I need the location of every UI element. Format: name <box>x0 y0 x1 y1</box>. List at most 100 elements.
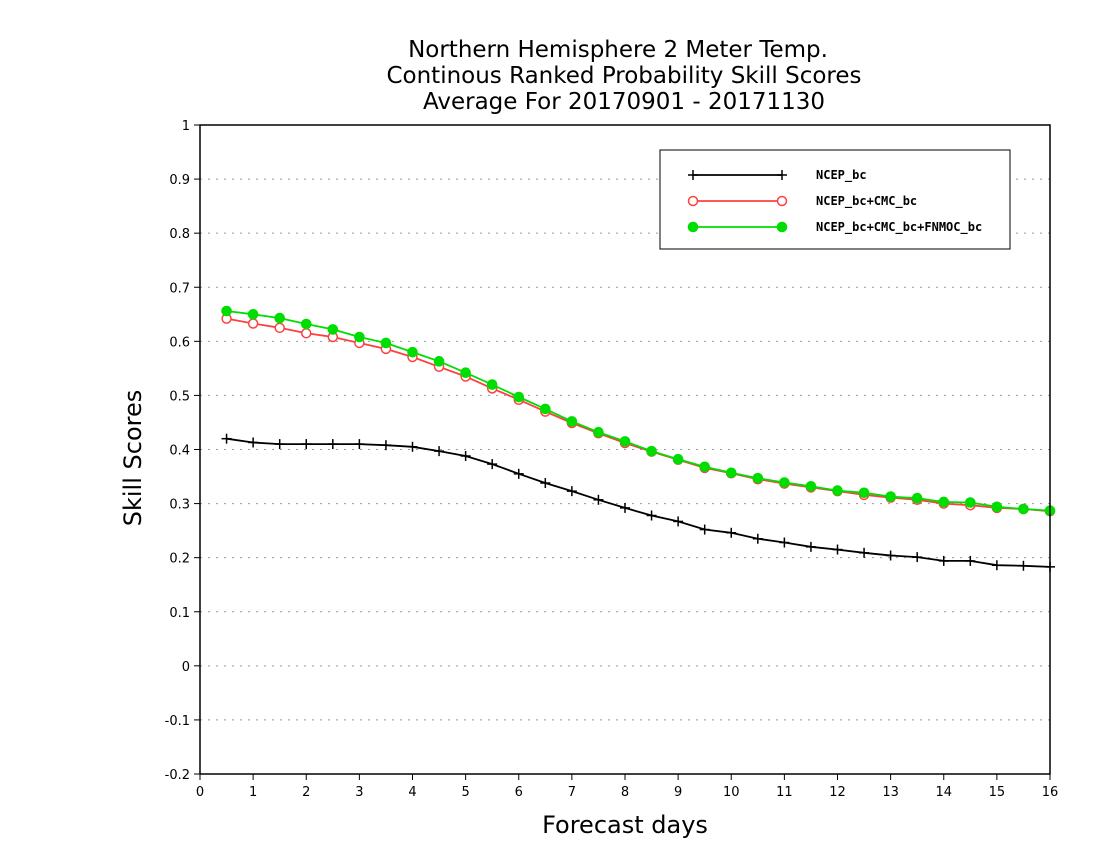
data-point <box>965 497 976 508</box>
data-point <box>938 555 949 566</box>
y-tick-label: 0.7 <box>169 281 190 296</box>
x-tick-label: 9 <box>674 785 682 800</box>
data-point <box>776 221 788 233</box>
data-point <box>688 170 698 180</box>
data-point <box>965 555 976 566</box>
data-point <box>673 516 684 527</box>
y-tick-label: 0.6 <box>169 335 190 350</box>
y-tick-label: 0.3 <box>169 498 190 513</box>
data-point <box>620 502 630 513</box>
data-point <box>566 416 578 427</box>
x-tick-label: 11 <box>776 785 793 800</box>
data-point <box>776 195 788 207</box>
data-point <box>777 170 787 180</box>
data-point <box>646 445 657 457</box>
y-tick-label: 0.8 <box>169 227 190 242</box>
data-point <box>248 437 259 448</box>
data-point <box>487 459 498 470</box>
x-tick-label: 8 <box>621 785 629 800</box>
data-point <box>687 195 699 207</box>
data-point <box>593 426 604 438</box>
data-point <box>247 308 259 320</box>
x-tick-label: 0 <box>196 785 204 800</box>
data-point <box>858 487 870 499</box>
chart-title-line-1: Northern Hemisphere 2 Meter Temp. <box>408 37 828 63</box>
plot-area-frame <box>199 124 1051 775</box>
data-point <box>221 433 232 444</box>
x-tick-label: 15 <box>989 785 1006 800</box>
data-point <box>460 450 471 461</box>
legend-label: NCEP_bc+CMC_bc <box>816 194 917 209</box>
x-tick-label: 7 <box>568 785 576 800</box>
x-tick-label: 2 <box>302 785 310 800</box>
series-line <box>226 437 1051 568</box>
data-point <box>327 439 338 450</box>
x-tick-label: 6 <box>515 785 523 800</box>
data-point <box>699 524 710 535</box>
x-tick-label: 14 <box>935 785 952 800</box>
data-point <box>274 439 285 450</box>
x-axis-label: Forecast days <box>542 811 708 839</box>
data-point <box>433 356 445 367</box>
data-point <box>779 537 790 548</box>
legend-label: NCEP_bc+CMC_bc+FNMOC_bc <box>816 220 982 235</box>
data-point <box>991 560 1002 571</box>
data-point <box>354 439 365 450</box>
data-point <box>327 324 339 335</box>
data-point <box>274 312 285 324</box>
data-point <box>540 478 551 489</box>
y-tick-label: 0.4 <box>169 444 190 459</box>
data-point <box>566 486 577 497</box>
axis-ticks: -0.2-0.100.10.20.30.40.50.60.70.80.910 1 2… <box>165 119 1059 800</box>
x-tick-label: 16 <box>1042 785 1059 800</box>
data-point <box>832 485 843 496</box>
legend-entry: NCEP_bc+CMC_bc+FNMOC_bc <box>687 220 982 235</box>
x-tick-label: 12 <box>829 785 846 800</box>
data-point <box>301 439 312 450</box>
data-point <box>911 492 923 504</box>
y-axis-label: Skill Scores <box>119 390 147 527</box>
legend-items: NCEP_bc NCEP_bc+CMC_bc NCEP_bc+CMC_bc+FNMO… <box>687 168 982 235</box>
data-point <box>885 550 896 561</box>
legend-entry: NCEP_bc <box>688 168 867 183</box>
data-point <box>300 318 312 330</box>
data-point <box>380 440 391 451</box>
legend: NCEP_bc NCEP_bc+CMC_bc NCEP_bc+CMC_bc+FNMO… <box>659 149 1011 250</box>
data-point <box>752 472 764 484</box>
chart-title-line-3: Average For 20170901 - 20171130 <box>423 89 825 115</box>
data-point <box>407 441 418 452</box>
data-point <box>938 496 950 508</box>
y-tick-label: 0.9 <box>169 173 190 188</box>
data-point <box>619 436 631 447</box>
series-line <box>226 317 1051 513</box>
series-1 <box>221 313 1056 517</box>
data-point <box>912 552 923 563</box>
y-tick-label: -0.2 <box>165 768 190 783</box>
data-point <box>434 446 445 457</box>
data-point <box>687 221 699 233</box>
x-tick-label: 5 <box>461 785 469 800</box>
data-point <box>593 494 604 505</box>
data-point <box>247 318 259 329</box>
y-tick-label: 0 <box>182 660 190 675</box>
data-point <box>301 327 312 339</box>
legend-label: NCEP_bc <box>816 168 867 183</box>
data-point <box>460 367 471 379</box>
y-tick-label: 0.5 <box>169 389 190 404</box>
y-tick-label: 1 <box>182 119 190 134</box>
data-point <box>486 379 498 390</box>
x-tick-label: 1 <box>249 785 257 800</box>
y-tick-label: 0.2 <box>169 552 190 567</box>
legend-box <box>659 149 1011 250</box>
data-point <box>699 461 710 473</box>
data-point <box>513 468 524 479</box>
data-point <box>274 322 285 334</box>
data-point <box>646 510 657 521</box>
data-point <box>407 346 418 358</box>
data-point <box>354 331 365 343</box>
legend-entry: NCEP_bc+CMC_bc <box>687 194 917 209</box>
data-point <box>1018 560 1029 571</box>
series-layer <box>221 305 1056 572</box>
data-point <box>991 501 1003 513</box>
x-tick-label: 13 <box>882 785 899 800</box>
